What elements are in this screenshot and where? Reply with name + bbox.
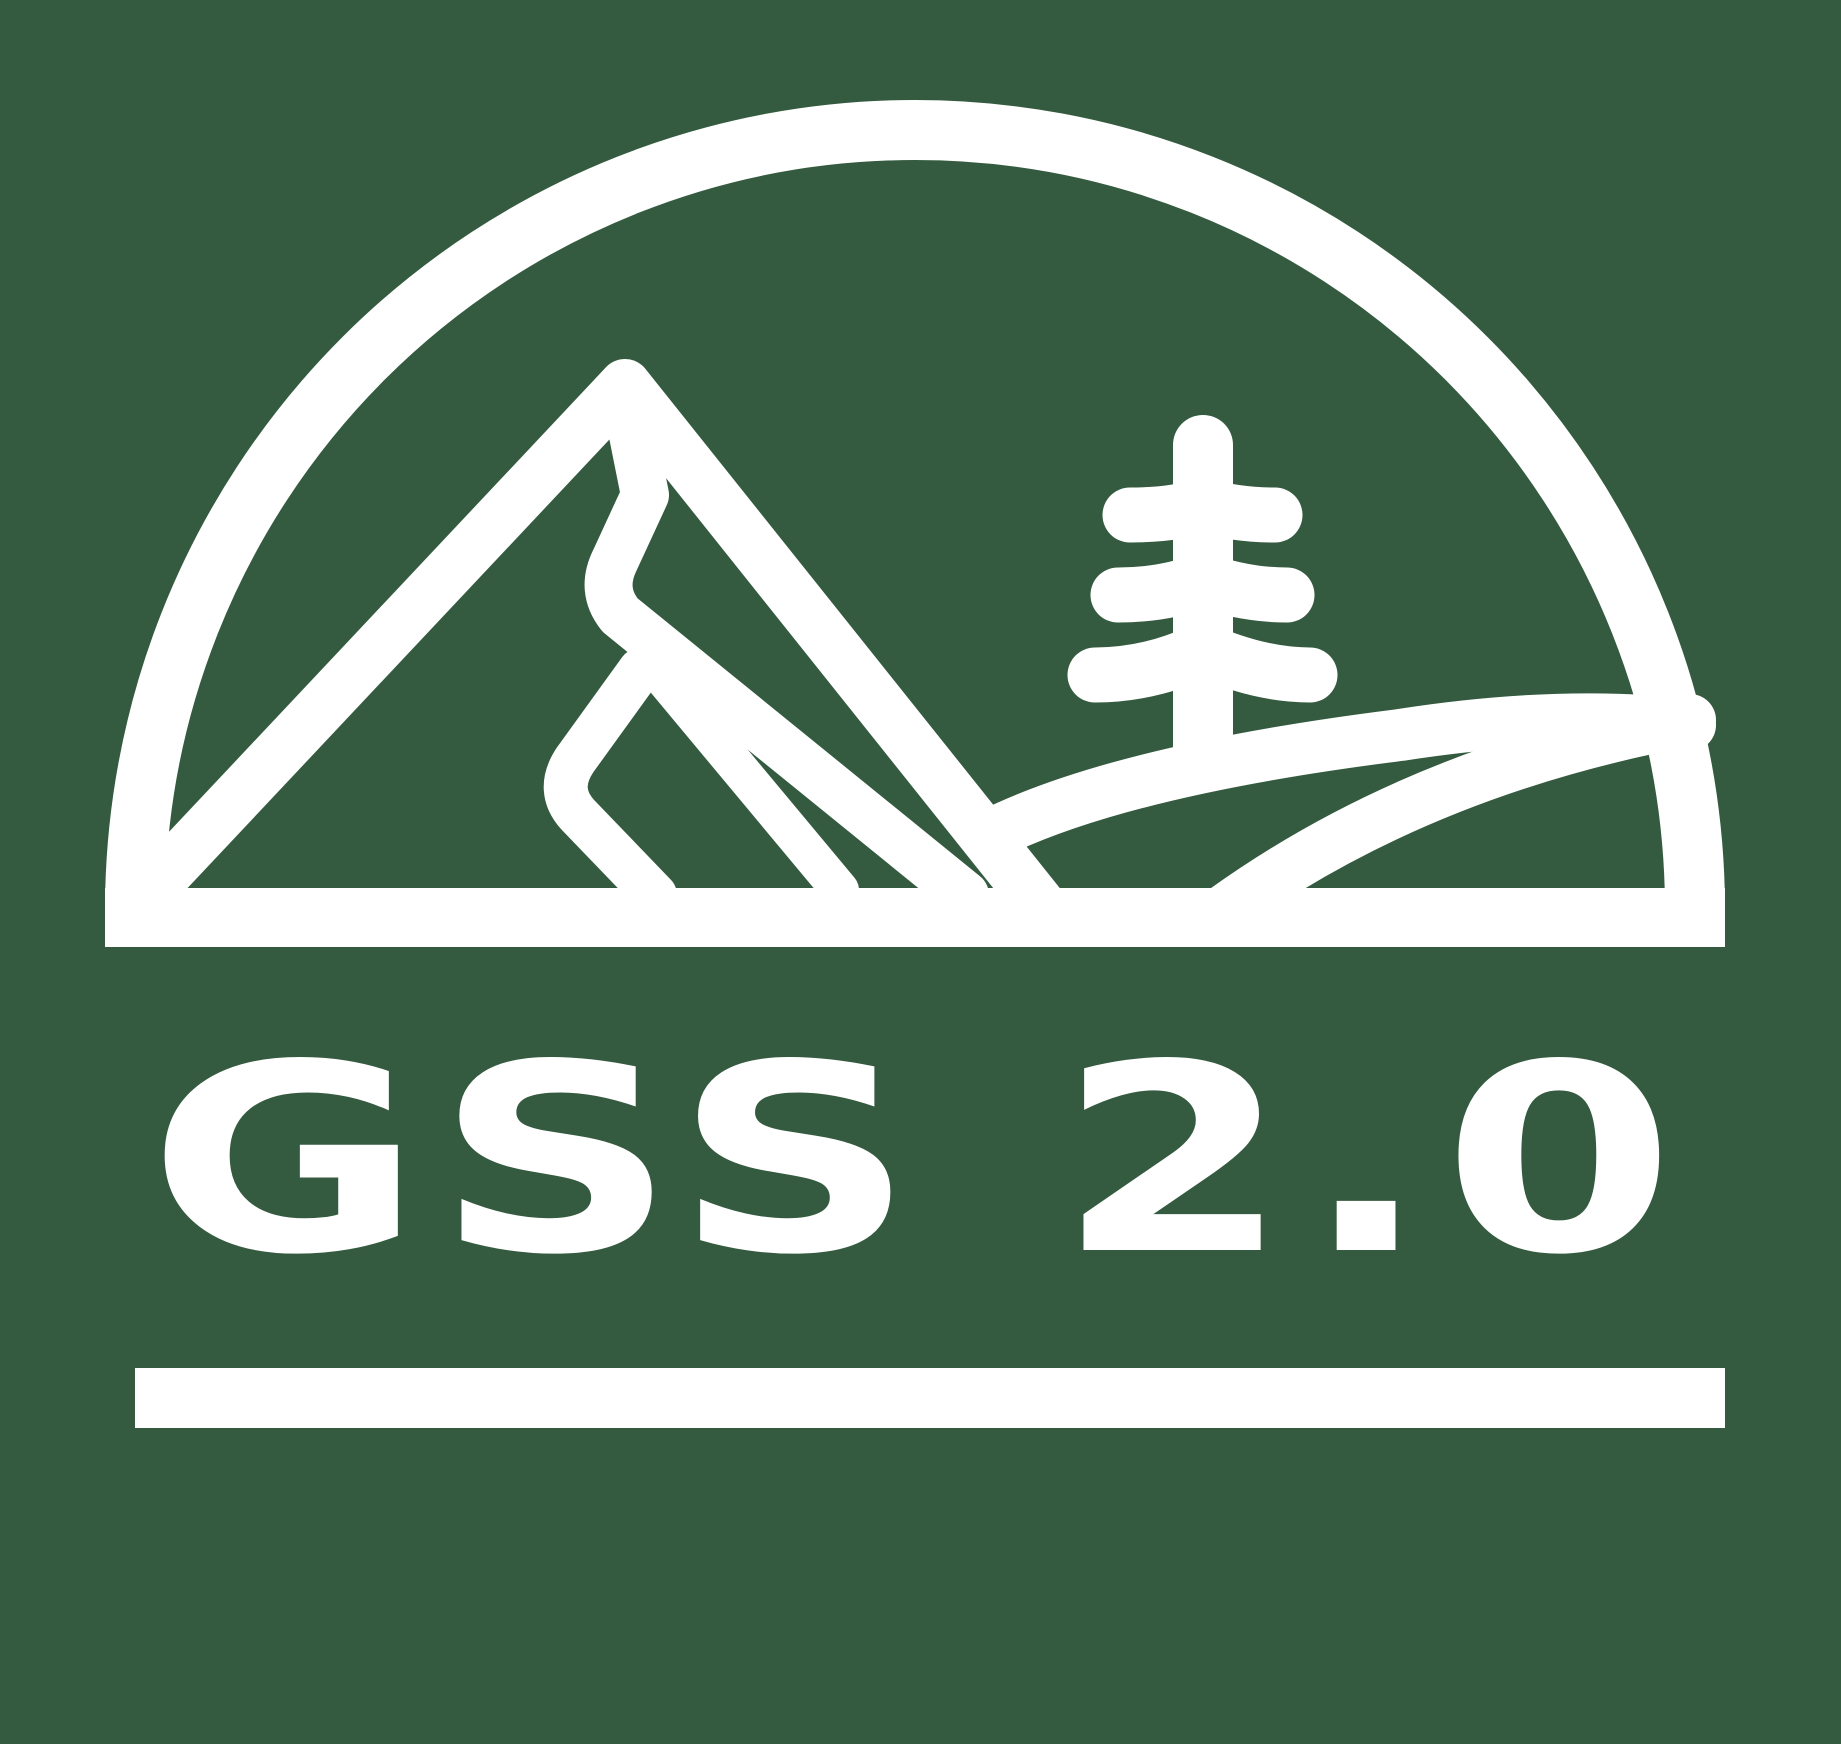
dome-baseline bbox=[105, 888, 1725, 947]
tree-branch-1 bbox=[1102, 477, 1303, 543]
mountain-ridge-inner bbox=[646, 661, 859, 909]
mountain-tree-sunrise-icon bbox=[105, 100, 1725, 947]
tree-branch-3 bbox=[1067, 622, 1338, 703]
hill-front bbox=[1199, 694, 1716, 936]
mountain-ridge-mid bbox=[543, 648, 677, 917]
mountain-ridge-top bbox=[584, 371, 989, 919]
underline-bar bbox=[135, 1368, 1725, 1428]
dome-arc bbox=[105, 100, 1725, 940]
tree-branch-2 bbox=[1090, 552, 1315, 623]
wordmark-text: GSS 2.0 bbox=[148, 1010, 1688, 1312]
